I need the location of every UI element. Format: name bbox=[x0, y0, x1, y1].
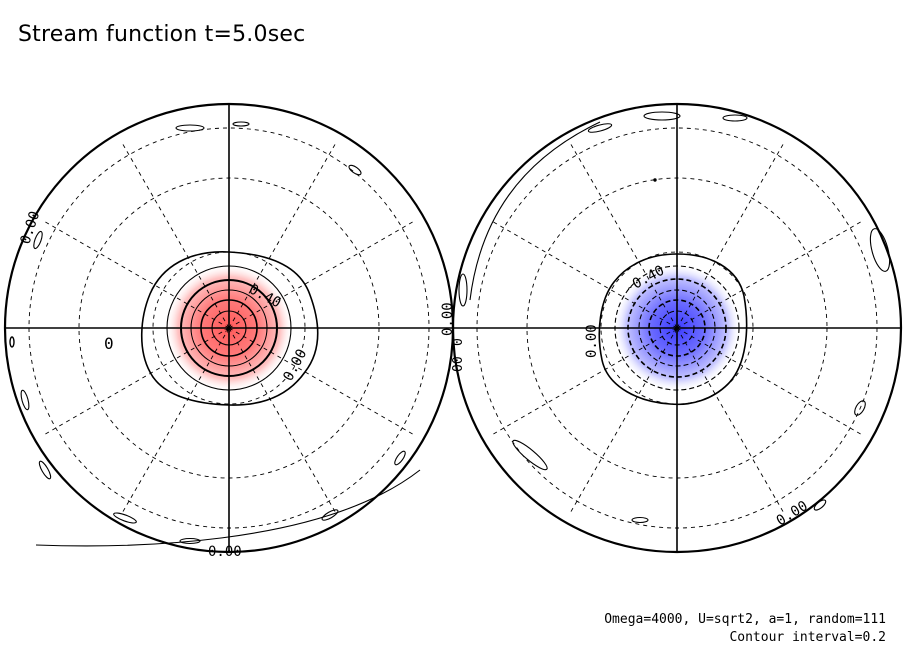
chart-title: Stream function t=5.0sec bbox=[18, 22, 306, 47]
seam-label-0: 0 bbox=[451, 338, 466, 346]
right-label-0-00-rim: 0.00 bbox=[440, 302, 456, 336]
footnote-parameters: Omega=4000, U=sqrt2, a=1, random=111 bbox=[604, 612, 886, 627]
right-label-0-00-bottom: 0.00 bbox=[774, 498, 811, 529]
footnote-contour-interval: Contour interval=0.2 bbox=[729, 630, 886, 645]
left-center-mark: ✳ bbox=[224, 322, 231, 336]
left-label-0-00-bottom: 0.00 bbox=[208, 544, 242, 560]
right-contours bbox=[458, 111, 891, 524]
seam-label-00: 00 bbox=[451, 356, 466, 372]
right-boundary bbox=[451, 102, 903, 554]
right-hemisphere: -0.40 0.00 0.00 0.00 ✳ bbox=[440, 102, 903, 554]
left-contours bbox=[9, 121, 421, 547]
right-center-mark: ✳ bbox=[672, 322, 679, 336]
left-label-0-00-rim: 0.00 bbox=[18, 209, 44, 246]
left-label-0: 0 bbox=[104, 334, 114, 353]
left-hemisphere: 0.40 0.00 0 0.00 0.00 ✳ bbox=[3, 102, 455, 560]
right-label-0-00-left: 0.00 bbox=[584, 324, 600, 358]
